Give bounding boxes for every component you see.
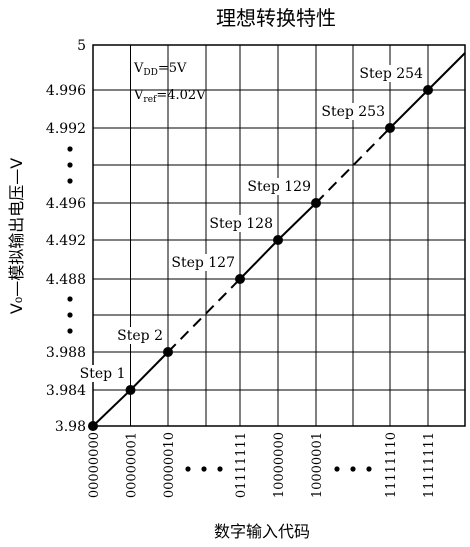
solid-segment [277,202,317,241]
point-label: Step 1 [80,366,126,382]
y-tick-label: 4.488 [46,272,86,288]
y-ellipsis-dot [67,328,73,334]
point-label-background [322,103,387,120]
x-ellipsis-dot [201,466,207,472]
y-tick-label: 5 [77,38,86,54]
data-point [273,235,283,245]
y-ellipsis-dot [67,312,73,318]
axis-ticks: 3.98 3.984 3.988 4.488 4.492 4.496 4.992 4.996 5… [46,38,437,498]
x-tick-label: 11111110 [384,432,399,498]
data-point [88,421,98,431]
data-points [88,85,433,431]
x-tick-label: 01111111 [234,432,249,498]
chart-title: 理想转换特性 [216,6,336,30]
data-point [163,347,173,357]
y-ellipsis-dot [67,146,73,152]
transfer-line [92,52,466,427]
x-tick-label: 10000001 [310,432,325,498]
x-ellipsis-dot [350,466,356,472]
x-tick-label: 10000000 [272,432,287,498]
point-label-background [210,215,275,232]
x-ellipsis-dot [334,466,340,472]
x-tick-label: 00000010 [162,432,177,498]
y-ellipsis-dot [67,296,73,302]
solid-segment [92,389,132,427]
point-labels: Step 1 Step 2 Step 127 Step 128 Step 129 Step… [77,65,425,382]
svg-text:VDD=5V: VDD=5V [133,61,187,78]
y-ellipsis-dot [67,162,73,168]
y-tick-label: 4.492 [46,233,86,249]
x-axis-label: 数字输入代码 [214,522,310,541]
point-label: Step 128 [209,216,273,232]
data-point [423,85,433,95]
y-tick-label: 4.496 [46,196,86,212]
x-ellipsis-dot [185,466,191,472]
point-label: Step 127 [171,255,235,271]
point-label-background [360,65,425,82]
solid-segment [427,52,466,91]
solid-segment [389,89,429,129]
y-tick-label: 3.984 [46,383,86,399]
annotation-vref: Vref=4.02V [133,88,206,105]
data-point [311,198,321,208]
x-ellipsis-dot [366,466,372,472]
annotation-vdd: VDD=5V [133,61,187,78]
point-label: Step 254 [359,66,423,82]
y-ellipsis-dot [67,178,73,184]
point-label-background [248,178,313,195]
point-label: Step 129 [247,179,311,195]
point-label: Step 2 [117,328,163,344]
point-label-background [77,365,128,382]
y-tick-label: 3.988 [46,345,86,361]
point-label-background [115,327,165,344]
data-point [235,274,245,284]
solid-segment [129,351,169,391]
y-axis-label: V₀—模拟输出电压—V [7,158,26,314]
x-tick-label: 00000000 [87,432,102,498]
point-label: Step 253 [321,104,385,120]
point-label-background [172,254,237,271]
x-tick-label: 00000001 [125,432,140,498]
y-tick-label: 3.98 [55,419,86,435]
y-tick-label: 4.996 [46,83,86,99]
x-tick-label: 11111111 [422,432,437,498]
x-ellipsis-dot [217,466,223,472]
svg-text:Vref=4.02V: Vref=4.02V [133,88,206,105]
plot-frame [92,44,466,427]
y-tick-label: 4.992 [46,121,86,137]
data-point [385,123,395,133]
solid-segment [239,239,279,280]
data-point [125,385,136,395]
